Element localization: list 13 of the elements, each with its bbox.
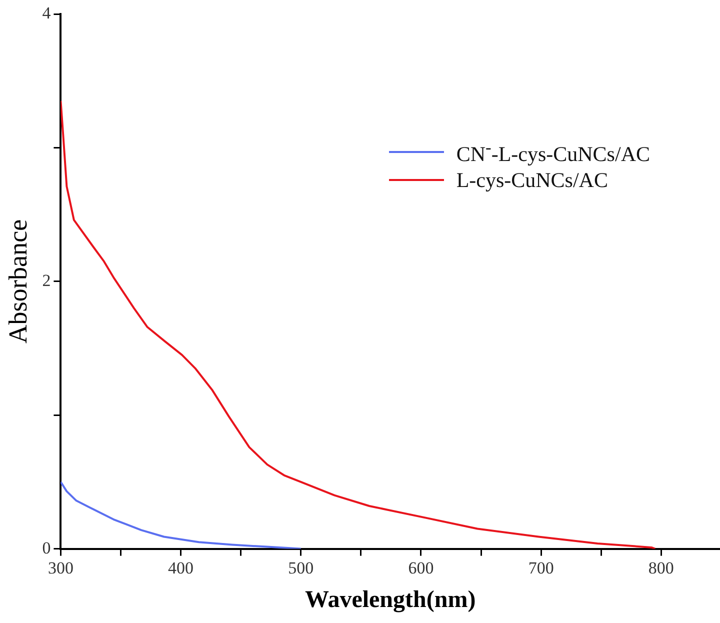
y-tick-label: 4 [42,3,52,22]
x-tick-label: 600 [408,558,434,578]
y-tick-label: 2 [42,270,51,290]
y-axis-title: Absorbance [3,219,32,344]
x-tick-label: 800 [648,558,674,578]
x-tick-label: 500 [288,558,314,578]
y-tick-label: 0 [42,538,51,558]
legend-label: CN$^{-}$-L-cys-CuNCs/AC [456,137,650,167]
x-axis-title: Wavelength(nm) [305,586,476,613]
x-tick-label: 400 [168,558,194,578]
x-tick-label: 300 [48,558,74,578]
x-tick-label: 700 [528,558,554,578]
legend-label: L-cys-CuNCs/AC [456,168,608,192]
